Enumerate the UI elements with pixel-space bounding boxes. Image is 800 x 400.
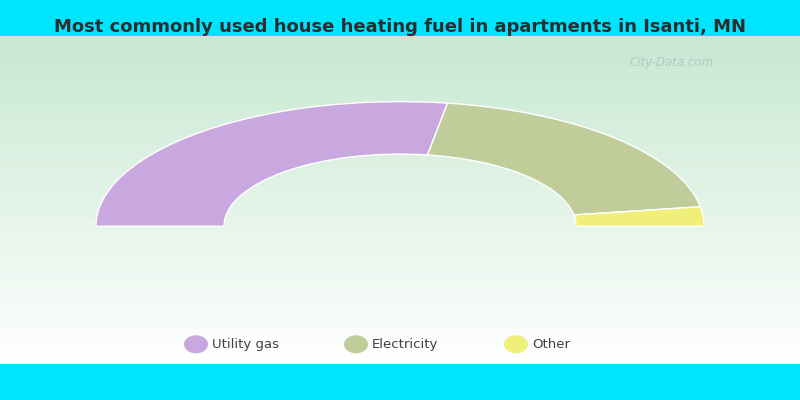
Text: Other: Other xyxy=(532,338,570,351)
Text: Electricity: Electricity xyxy=(372,338,438,351)
Text: Most commonly used house heating fuel in apartments in Isanti, MN: Most commonly used house heating fuel in… xyxy=(54,18,746,36)
Text: Utility gas: Utility gas xyxy=(212,338,279,351)
Wedge shape xyxy=(427,103,700,215)
Wedge shape xyxy=(96,102,447,226)
Ellipse shape xyxy=(184,335,208,353)
Ellipse shape xyxy=(504,335,528,353)
Text: City-Data.com: City-Data.com xyxy=(630,56,714,69)
Ellipse shape xyxy=(344,335,368,353)
Wedge shape xyxy=(574,207,704,226)
